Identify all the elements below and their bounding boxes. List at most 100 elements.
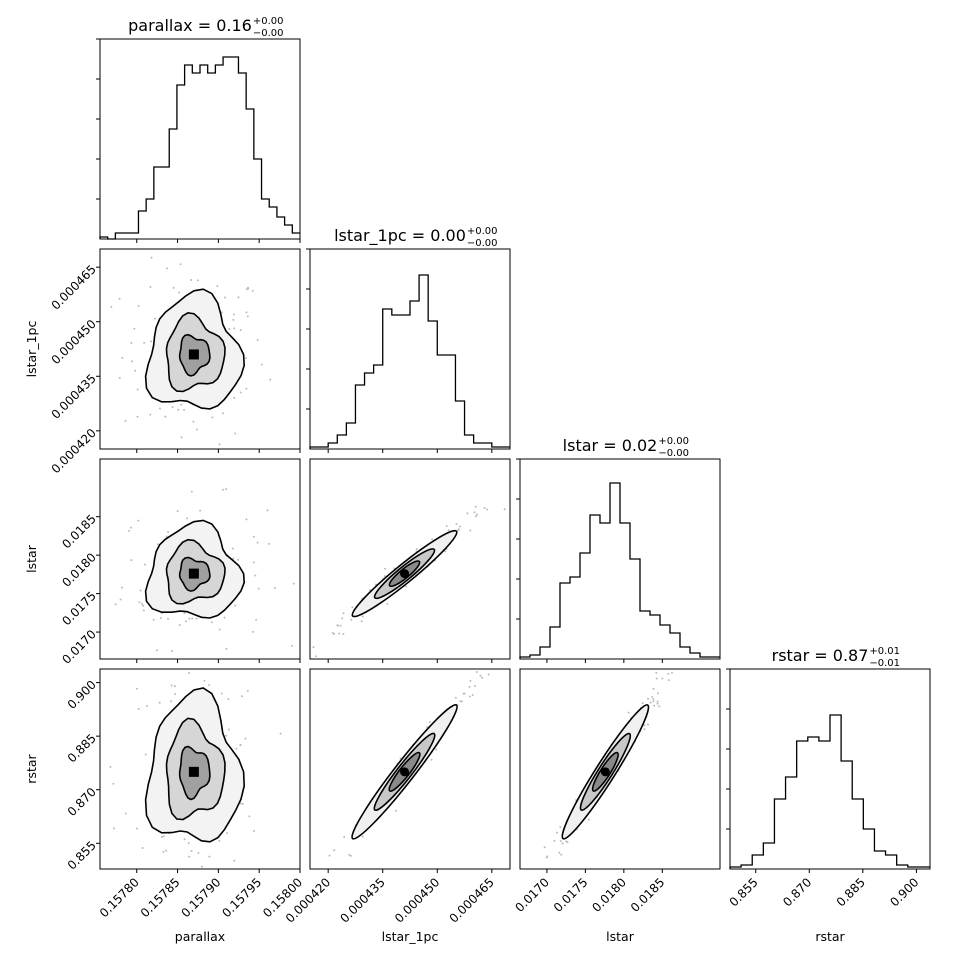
sample-point — [251, 289, 254, 292]
sample-point — [459, 700, 462, 703]
sample-point — [351, 606, 354, 609]
sample-point — [128, 529, 131, 532]
sample-point — [252, 535, 255, 538]
sample-point — [221, 488, 224, 491]
sample-point — [156, 543, 159, 546]
sample-point — [183, 612, 186, 615]
sample-point — [188, 671, 191, 674]
sample-point — [131, 360, 134, 363]
panel-frame — [309, 248, 511, 450]
sample-point — [565, 840, 568, 843]
sample-point — [256, 339, 259, 342]
sample-point — [160, 835, 163, 838]
title-plus-rstar: +0.01 — [869, 646, 900, 657]
sample-point — [232, 557, 235, 560]
sample-point — [292, 582, 295, 585]
sample-point — [172, 286, 175, 289]
ytick-label-rstar: 0.870 — [65, 785, 99, 819]
sample-point — [455, 522, 458, 525]
sample-point — [651, 695, 654, 698]
sample-point — [165, 849, 168, 852]
sample-point — [227, 728, 230, 731]
sample-point — [170, 684, 173, 687]
sample-point — [245, 518, 248, 521]
ylabel-rstar: rstar — [24, 753, 39, 783]
sample-point — [192, 420, 195, 423]
sample-point — [220, 692, 223, 695]
sample-point — [248, 815, 251, 818]
sample-point — [333, 633, 336, 636]
sample-point — [667, 672, 670, 675]
ytick-label-rstar: 0.885 — [65, 731, 99, 765]
title-plus-lstar_1pc: +0.00 — [467, 226, 498, 237]
sample-point — [234, 604, 237, 607]
ytick-label-lstar_1pc: 0.000450 — [49, 317, 99, 367]
title-plus-lstar: +0.00 — [658, 436, 689, 447]
sample-point — [210, 621, 213, 624]
sample-point — [553, 839, 556, 842]
sample-point — [348, 853, 351, 856]
sample-point — [647, 697, 650, 700]
sample-point — [257, 587, 260, 590]
sample-point — [154, 317, 157, 320]
sample-point — [171, 406, 174, 409]
density-peak — [400, 569, 410, 579]
sample-point — [445, 525, 448, 528]
xlabel-rstar: rstar — [815, 929, 845, 944]
title-rstar: rstar = 0.87 — [772, 646, 869, 665]
sample-point — [342, 633, 345, 636]
sample-point — [653, 704, 656, 707]
sample-point — [208, 684, 211, 687]
sample-point — [655, 677, 658, 680]
sample-point — [158, 701, 161, 704]
sample-point — [231, 547, 234, 550]
sample-point — [457, 528, 460, 531]
xtick-label-lstar: 0.0170 — [512, 875, 552, 915]
sample-point — [201, 865, 204, 868]
sample-point — [119, 598, 122, 601]
xlabel-lstar: lstar — [606, 929, 635, 944]
sample-point — [136, 827, 139, 830]
sample-point — [110, 305, 113, 308]
xlabel-parallax: parallax — [175, 929, 225, 944]
sample-point — [165, 535, 168, 538]
density-peak — [188, 349, 199, 360]
sample-point — [240, 695, 243, 698]
sample-point — [670, 671, 673, 674]
sample-point — [136, 415, 139, 418]
sample-point — [152, 618, 155, 621]
xtick-label-lstar: 0.0185 — [628, 875, 668, 915]
sample-point — [137, 708, 140, 711]
sample-point — [559, 840, 562, 843]
histogram-lstar_1pc — [309, 274, 510, 449]
sample-point — [658, 705, 661, 708]
sample-point — [560, 853, 563, 856]
density-peak — [400, 767, 410, 777]
sample-point — [475, 670, 478, 673]
sample-point — [178, 624, 181, 627]
sample-point — [177, 408, 180, 411]
ytick-label-lstar: 0.0170 — [59, 627, 99, 667]
histogram-rstar — [729, 714, 930, 869]
sample-point — [254, 574, 257, 577]
sample-point — [143, 563, 146, 566]
sample-point — [121, 356, 124, 359]
hist-panel-parallax: parallax = 0.16 +0.00−0.00 — [96, 16, 301, 243]
sample-point — [190, 279, 193, 282]
sample-point — [266, 509, 269, 512]
sample-point — [196, 279, 199, 282]
sample-point — [227, 698, 230, 701]
xtick-label-lstar_1pc: 0.000435 — [337, 875, 387, 925]
sample-point — [253, 829, 256, 832]
sample-point — [273, 586, 276, 589]
sample-point — [142, 609, 145, 612]
contour-panel-lstar-vs-lstar_1pc — [309, 458, 511, 663]
title-parallax: parallax = 0.16 — [128, 16, 252, 35]
ytick-label-lstar: 0.0175 — [59, 589, 99, 629]
sample-point — [251, 630, 254, 633]
ytick-label-lstar: 0.0185 — [59, 512, 99, 552]
panel-frame — [99, 38, 301, 240]
